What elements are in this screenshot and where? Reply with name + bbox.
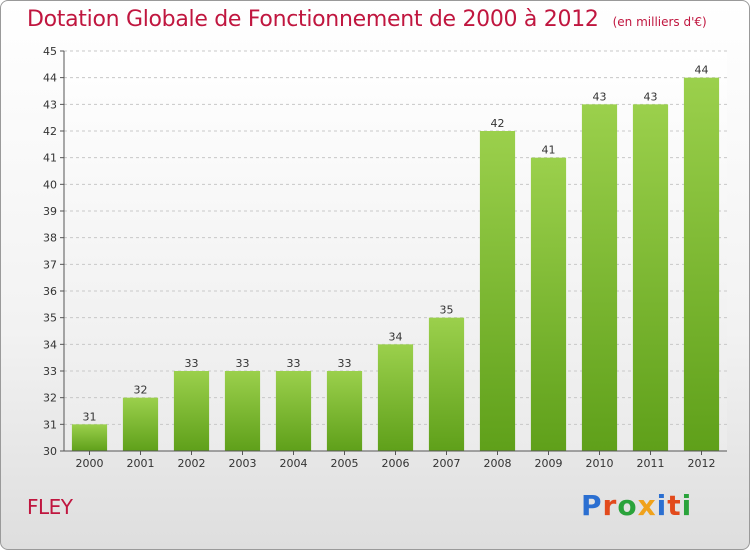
x-tick-label-2007: 2007 [433, 457, 461, 470]
chart-subtitle: (en milliers d'€) [612, 15, 707, 29]
x-tick-label-2000: 2000 [76, 457, 104, 470]
x-tick-label-2001: 2001 [127, 457, 155, 470]
data-label-2000: 31 [83, 410, 97, 423]
y-tick-label: 35 [43, 312, 57, 325]
x-tick-label-2006: 2006 [382, 457, 410, 470]
bar-2010 [581, 104, 618, 451]
y-tick-label: 39 [43, 205, 57, 218]
data-label-2001: 32 [134, 384, 148, 397]
bar-2004 [275, 371, 312, 451]
data-label-2002: 33 [185, 357, 199, 370]
bar-2008 [479, 131, 516, 451]
bar-2006 [377, 344, 414, 451]
x-tick-label-2003: 2003 [229, 457, 257, 470]
data-label-2009: 41 [542, 144, 556, 157]
bars [71, 77, 720, 452]
logo-letter: P [581, 489, 603, 522]
data-label-2007: 35 [440, 304, 454, 317]
logo-letter: t [667, 489, 682, 522]
y-tick-label: 40 [43, 178, 57, 191]
data-labels: 31 32 33 33 33 33 34 35 42 41 43 43 44 [83, 64, 709, 424]
bar-2000 [71, 424, 108, 451]
y-tick-label: 42 [43, 125, 57, 138]
y-tick-label: 38 [43, 232, 57, 245]
y-tick-label: 30 [43, 445, 57, 458]
y-tick-label: 34 [43, 338, 57, 351]
data-label-2003: 33 [236, 357, 250, 370]
data-label-2010: 43 [593, 90, 607, 103]
y-tick-label: 37 [43, 258, 57, 271]
logo-letter: r [602, 489, 618, 522]
x-tick-label-2005: 2005 [331, 457, 359, 470]
y-tick-labels: 30 31 32 33 34 35 36 37 38 39 40 41 42 43 44 45 [43, 45, 57, 458]
logo-letter: x [637, 489, 657, 522]
data-label-2008: 42 [491, 117, 505, 130]
bar-2009 [530, 157, 567, 451]
bar-2012 [683, 77, 720, 452]
bar-2001 [122, 397, 159, 451]
commune-name: FLEY [27, 495, 73, 519]
y-tick-label: 33 [43, 365, 57, 378]
data-label-2005: 33 [338, 357, 352, 370]
axes [63, 51, 727, 452]
y-tick-label: 45 [43, 45, 57, 58]
x-tick-label-2009: 2009 [535, 457, 563, 470]
bar-2005 [326, 371, 363, 451]
data-label-2012: 44 [695, 64, 709, 77]
x-tick-label-2012: 2012 [688, 457, 716, 470]
x-tick-label-2002: 2002 [178, 457, 206, 470]
title-row: Dotation Globale de Fonctionnement de 20… [27, 7, 707, 32]
y-tick-label: 31 [43, 418, 57, 431]
x-tick-label-2010: 2010 [586, 457, 614, 470]
data-label-2011: 43 [644, 90, 658, 103]
y-tick-label: 36 [43, 285, 57, 298]
y-tick-label: 32 [43, 392, 57, 405]
proxiti-logo: Proxiti [581, 489, 692, 522]
chart-title: Dotation Globale de Fonctionnement de 20… [27, 7, 599, 32]
x-tick-label-2008: 2008 [484, 457, 512, 470]
bar-2003 [224, 371, 261, 451]
logo-letter: o [617, 489, 638, 522]
bar-2007 [428, 317, 465, 451]
y-tick-label: 43 [43, 98, 57, 111]
x-tick-label-2004: 2004 [280, 457, 308, 470]
data-label-2004: 33 [287, 357, 301, 370]
y-tick-label: 44 [43, 72, 57, 85]
y-tick-label: 41 [43, 152, 57, 165]
bar-2011 [632, 104, 669, 451]
logo-letter: i [681, 489, 693, 522]
data-label-2006: 34 [389, 330, 403, 343]
logo-letter: i [656, 489, 668, 522]
bar-2002 [173, 371, 210, 451]
x-tick-labels: 2000 2001 2002 2003 2004 2005 2006 2007 2008 2009… [76, 457, 716, 470]
x-tick-label-2011: 2011 [637, 457, 665, 470]
